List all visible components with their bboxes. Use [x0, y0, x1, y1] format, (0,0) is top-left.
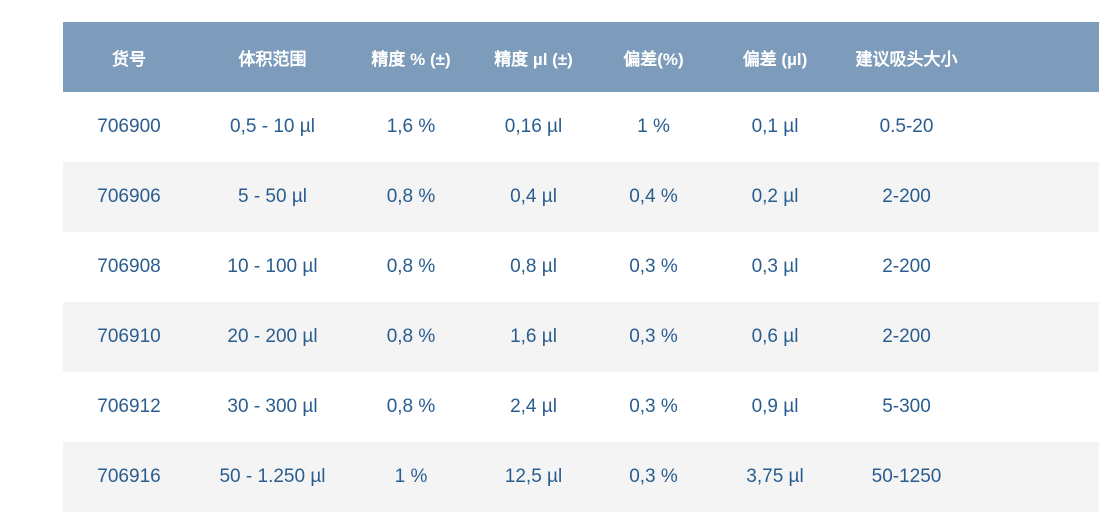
cell-accuracy-ul: 1,6 µl [472, 302, 595, 372]
cell-deviation-ul: 0,6 µl [712, 302, 838, 372]
column-header-recommended-tip-size: 建议吸头大小 [838, 22, 1099, 92]
cell-recommended-tip-size: 2-200 [838, 232, 1099, 302]
column-header-accuracy-ul: 精度 µl (±) [472, 22, 595, 92]
table-row: 706906 5 - 50 µl 0,8 % 0,4 µl 0,4 % 0,2 µl 2-2… [63, 162, 1099, 232]
column-header-item-number: 货号 [63, 22, 195, 92]
cell-item-number: 706916 [63, 442, 195, 512]
cell-volume-range: 0,5 - 10 µl [195, 92, 350, 162]
cell-accuracy-percent: 0,8 % [350, 232, 472, 302]
cell-deviation-ul: 0,3 µl [712, 232, 838, 302]
cell-deviation-percent: 0,4 % [595, 162, 712, 232]
column-header-accuracy-percent: 精度 % (±) [350, 22, 472, 92]
cell-volume-range: 5 - 50 µl [195, 162, 350, 232]
cell-item-number: 706910 [63, 302, 195, 372]
cell-accuracy-percent: 0,8 % [350, 162, 472, 232]
cell-recommended-tip-size: 0.5-20 [838, 92, 1099, 162]
spec-table-container: 货号 体积范围 精度 % (±) 精度 µl (±) 偏差(%) 偏差 (µl)… [63, 22, 1099, 512]
cell-deviation-ul: 0,9 µl [712, 372, 838, 442]
column-header-deviation-percent: 偏差(%) [595, 22, 712, 92]
cell-accuracy-ul: 0,4 µl [472, 162, 595, 232]
header-row: 货号 体积范围 精度 % (±) 精度 µl (±) 偏差(%) 偏差 (µl)… [63, 22, 1099, 92]
cell-accuracy-ul: 2,4 µl [472, 372, 595, 442]
cell-accuracy-percent: 1 % [350, 442, 472, 512]
cell-accuracy-ul: 0,16 µl [472, 92, 595, 162]
cell-item-number: 706908 [63, 232, 195, 302]
cell-volume-range: 20 - 200 µl [195, 302, 350, 372]
cell-recommended-tip-size: 2-200 [838, 302, 1099, 372]
table-body: 706900 0,5 - 10 µl 1,6 % 0,16 µl 1 % 0,1 µl 0.… [63, 92, 1099, 512]
cell-accuracy-ul: 0,8 µl [472, 232, 595, 302]
cell-deviation-ul: 0,1 µl [712, 92, 838, 162]
cell-volume-range: 30 - 300 µl [195, 372, 350, 442]
cell-accuracy-ul: 12,5 µl [472, 442, 595, 512]
cell-item-number: 706900 [63, 92, 195, 162]
cell-accuracy-percent: 0,8 % [350, 372, 472, 442]
cell-deviation-percent: 1 % [595, 92, 712, 162]
cell-accuracy-percent: 0,8 % [350, 302, 472, 372]
column-header-deviation-ul: 偏差 (µl) [712, 22, 838, 92]
table-row: 706912 30 - 300 µl 0,8 % 2,4 µl 0,3 % 0,9 µl 5… [63, 372, 1099, 442]
pipette-spec-table: 货号 体积范围 精度 % (±) 精度 µl (±) 偏差(%) 偏差 (µl)… [63, 22, 1099, 512]
cell-deviation-percent: 0,3 % [595, 442, 712, 512]
cell-recommended-tip-size: 50-1250 [838, 442, 1099, 512]
cell-recommended-tip-size: 5-300 [838, 372, 1099, 442]
cell-deviation-percent: 0,3 % [595, 232, 712, 302]
cell-item-number: 706912 [63, 372, 195, 442]
table-row: 706908 10 - 100 µl 0,8 % 0,8 µl 0,3 % 0,3 µl 2… [63, 232, 1099, 302]
table-header: 货号 体积范围 精度 % (±) 精度 µl (±) 偏差(%) 偏差 (µl)… [63, 22, 1099, 92]
cell-deviation-percent: 0,3 % [595, 372, 712, 442]
cell-volume-range: 50 - 1.250 µl [195, 442, 350, 512]
cell-item-number: 706906 [63, 162, 195, 232]
table-row: 706900 0,5 - 10 µl 1,6 % 0,16 µl 1 % 0,1 µl 0.… [63, 92, 1099, 162]
cell-deviation-ul: 3,75 µl [712, 442, 838, 512]
cell-recommended-tip-size: 2-200 [838, 162, 1099, 232]
table-row: 706910 20 - 200 µl 0,8 % 1,6 µl 0,3 % 0,6 µl 2… [63, 302, 1099, 372]
cell-volume-range: 10 - 100 µl [195, 232, 350, 302]
cell-deviation-ul: 0,2 µl [712, 162, 838, 232]
cell-accuracy-percent: 1,6 % [350, 92, 472, 162]
table-row: 706916 50 - 1.250 µl 1 % 12,5 µl 0,3 % 3,75 µ… [63, 442, 1099, 512]
column-header-volume-range: 体积范围 [195, 22, 350, 92]
cell-deviation-percent: 0,3 % [595, 302, 712, 372]
